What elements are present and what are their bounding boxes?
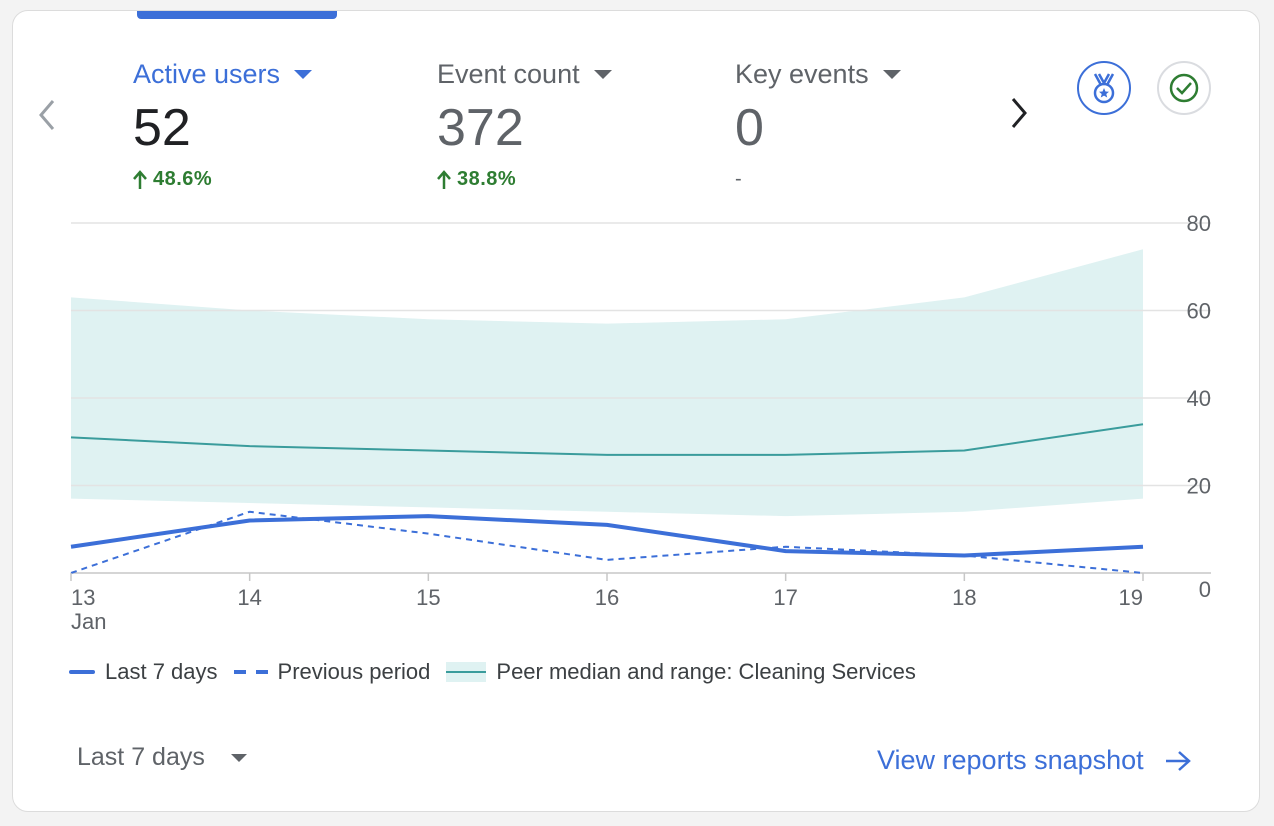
metric-active-users[interactable]: Active users 52 48.6% xyxy=(133,59,313,191)
metric-label[interactable]: Active users xyxy=(133,59,313,90)
metric-value: 372 xyxy=(437,99,524,157)
x-tick-label: 16 xyxy=(595,585,619,610)
arrow-up-icon xyxy=(133,169,147,189)
chevron-right-icon[interactable] xyxy=(1003,93,1033,133)
caret-down-icon xyxy=(294,70,313,79)
date-range-label: Last 7 days xyxy=(77,743,205,771)
legend-swatch-solid xyxy=(69,670,95,674)
link-label: View reports snapshot xyxy=(877,745,1144,775)
legend-swatch-dashed xyxy=(233,670,268,674)
y-tick-label: 80 xyxy=(1187,211,1211,236)
arrow-right-icon xyxy=(1165,750,1191,771)
chevron-left-icon[interactable] xyxy=(33,95,63,135)
last-7-days-line xyxy=(70,514,1144,558)
peer-median-line xyxy=(70,423,1144,456)
metric-key-events[interactable]: Key events 0 - xyxy=(735,59,901,191)
x-tick-label: 18 xyxy=(952,585,976,610)
legend-label: Last 7 days xyxy=(105,659,218,684)
view-reports-snapshot-link[interactable]: View reports snapshot xyxy=(877,745,1192,776)
caret-down-icon xyxy=(593,70,612,79)
legend-item-peer[interactable]: Peer median and range: Cleaning Services xyxy=(446,659,916,685)
x-tick-label: 15 xyxy=(416,585,440,610)
check-circle-icon[interactable] xyxy=(1157,61,1211,115)
x-tick-label: 19 xyxy=(1119,585,1143,610)
metric-title: Active users xyxy=(133,59,281,89)
x-tick-label: 14 xyxy=(237,585,261,610)
caret-down-icon xyxy=(882,70,901,79)
arrow-up-icon xyxy=(437,169,451,189)
change-value: 38.8% xyxy=(457,168,517,190)
y-tick-label: 40 xyxy=(1187,386,1211,411)
y-tick-label: 20 xyxy=(1187,474,1211,499)
legend-item-previous-period[interactable]: Previous period xyxy=(233,659,431,685)
metric-event-count[interactable]: Event count 372 38.8% xyxy=(437,59,612,191)
legend-swatch-band xyxy=(446,662,487,682)
overview-card: Active users 52 48.6% Event count 372 38… xyxy=(12,10,1260,812)
legend-item-last-7-days[interactable]: Last 7 days xyxy=(69,659,218,685)
date-range-dropdown[interactable]: Last 7 days xyxy=(77,743,247,772)
caret-down-icon xyxy=(230,753,247,762)
x-tick-label: 13 xyxy=(71,585,95,610)
metric-title: Event count xyxy=(437,59,580,89)
metric-value: 0 xyxy=(735,99,764,157)
metric-change: 38.8% xyxy=(437,168,612,191)
change-value: - xyxy=(735,168,743,190)
metric-label[interactable]: Key events xyxy=(735,59,901,90)
metric-value: 52 xyxy=(133,99,191,157)
y-tick-label: 60 xyxy=(1187,299,1211,324)
metric-title: Key events xyxy=(735,59,869,89)
metric-change: - xyxy=(735,168,901,191)
legend-label: Previous period xyxy=(277,659,431,684)
x-tick-label: 17 xyxy=(773,585,797,610)
metric-label[interactable]: Event count xyxy=(437,59,612,90)
legend-label: Peer median and range: Cleaning Services xyxy=(496,659,916,684)
change-value: 48.6% xyxy=(153,168,213,190)
previous-period-line xyxy=(70,510,1144,574)
award-medal-icon[interactable] xyxy=(1077,61,1131,115)
chart-legend: Last 7 days Previous period Peer median … xyxy=(69,659,916,685)
tab-indicator xyxy=(137,11,337,19)
y-tick-label: 0 xyxy=(1199,577,1211,602)
x-month-label: Jan xyxy=(71,609,106,634)
metric-change: 48.6% xyxy=(133,168,312,191)
peer-range-band xyxy=(71,249,1143,517)
line-chart: 0 20 40 60 80 13 14 15 16 17 18 19 Jan xyxy=(70,211,1211,634)
